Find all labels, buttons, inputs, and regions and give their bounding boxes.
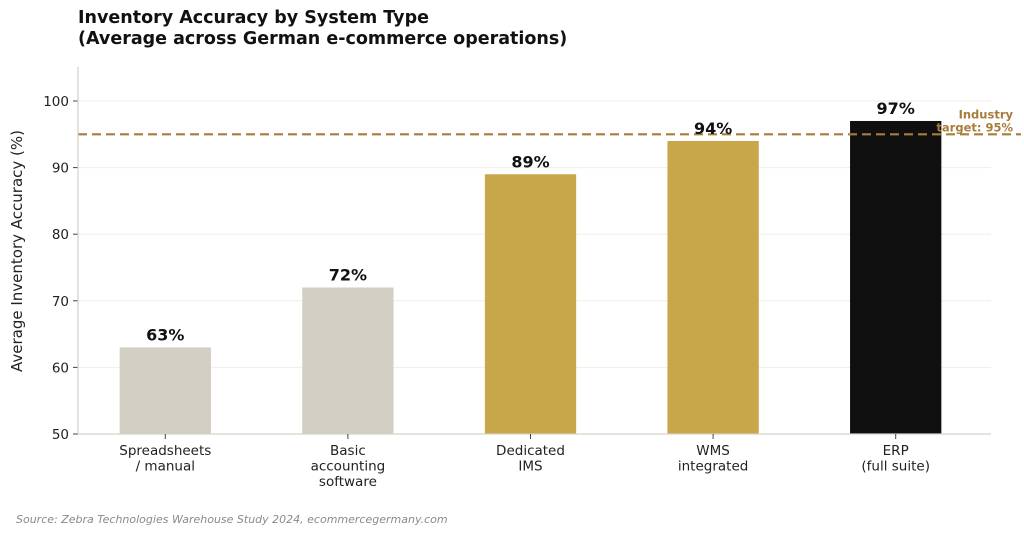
x-tick-label-0-1: / manual bbox=[136, 459, 195, 475]
bar-4 bbox=[850, 120, 942, 434]
y-tick-label-80: 80 bbox=[52, 227, 69, 243]
data-label-4: 97% bbox=[877, 99, 915, 118]
x-tick-label-1-1: accounting bbox=[311, 459, 386, 475]
y-tick-label-90: 90 bbox=[52, 161, 69, 177]
reference-line-label-line2: target: 95% bbox=[936, 120, 1013, 134]
x-tick-label-2-0: Dedicated bbox=[496, 443, 565, 459]
x-tick-label-2-1: IMS bbox=[518, 459, 542, 475]
bar-2 bbox=[484, 174, 577, 434]
y-tick-label-70: 70 bbox=[52, 294, 69, 310]
x-tick-label-0-0: Spreadsheets bbox=[119, 443, 211, 459]
data-label-3: 94% bbox=[694, 119, 732, 138]
reference-line-label-line1: Industry bbox=[959, 107, 1014, 121]
bar-1 bbox=[302, 287, 394, 434]
chart-title: Inventory Accuracy by System Type (Avera… bbox=[78, 8, 567, 50]
data-label-1: 72% bbox=[329, 265, 367, 284]
y-axis-label: Average Inventory Accuracy (%) bbox=[8, 130, 26, 372]
x-tick-label-3-1: integrated bbox=[678, 459, 748, 475]
data-label-0: 63% bbox=[146, 325, 184, 344]
x-tick-label-1-2: software bbox=[319, 474, 377, 490]
chart-title-line1: Inventory Accuracy by System Type bbox=[78, 8, 429, 28]
chart-title-line2: (Average across German e-commerce operat… bbox=[78, 29, 568, 49]
data-label-2: 89% bbox=[511, 152, 549, 171]
axes: 50 60 70 80 90 100 Spreadsheets/ manual Basicac… bbox=[43, 67, 991, 490]
y-tick-label-100: 100 bbox=[43, 94, 69, 110]
x-tick-label-4-0: ERP bbox=[883, 443, 909, 459]
y-tick-label-60: 60 bbox=[52, 360, 69, 376]
source-note: Source: Zebra Technologies Warehouse Stu… bbox=[16, 513, 448, 526]
bar-3 bbox=[667, 140, 759, 434]
x-tick-label-1-0: Basic bbox=[330, 443, 366, 459]
bars bbox=[119, 120, 942, 434]
bar-0 bbox=[119, 347, 211, 434]
x-tick-label-4-1: (full suite) bbox=[861, 459, 930, 475]
data-labels: 63% 72% 89% 94% 97% bbox=[146, 99, 915, 344]
x-tick-label-3-0: WMS bbox=[696, 443, 730, 459]
y-tick-label-50: 50 bbox=[52, 427, 69, 443]
